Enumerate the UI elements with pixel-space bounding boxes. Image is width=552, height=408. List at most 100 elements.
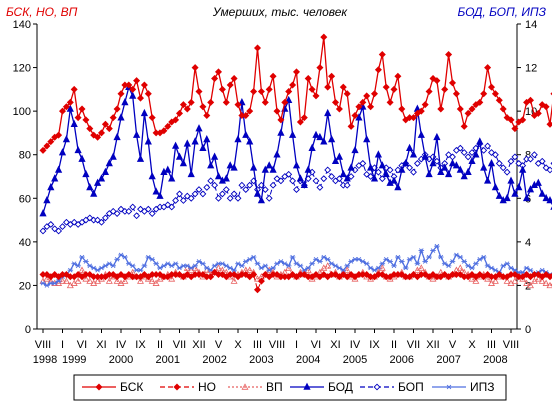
data-point: [226, 161, 234, 169]
data-point: [250, 88, 258, 96]
x-month-label: IV: [350, 339, 361, 351]
data-point: [418, 248, 425, 253]
data-point: [136, 94, 145, 102]
data-point: [191, 64, 199, 72]
data-point: [495, 191, 503, 199]
data-point: [483, 176, 492, 184]
data-point: [405, 143, 414, 151]
data-point: [292, 161, 301, 169]
data-point: [117, 271, 125, 279]
data-point: [438, 254, 444, 260]
data-point: [511, 125, 519, 133]
x-month-label: IV: [116, 339, 127, 351]
data-point: [312, 92, 320, 100]
data-point: [324, 108, 332, 117]
x-year-label: 2005: [343, 354, 367, 366]
data-point: [507, 116, 515, 124]
data-point: [422, 259, 428, 264]
data-point: [421, 101, 429, 109]
data-point: [78, 105, 86, 113]
data-point: [39, 227, 47, 235]
data-point: [51, 280, 58, 286]
data-point: [534, 109, 542, 117]
data-point: [176, 190, 183, 198]
data-point: [371, 267, 378, 273]
right-tick-label: 0: [525, 324, 531, 336]
data-point: [152, 279, 160, 286]
data-point: [523, 279, 531, 286]
data-point: [183, 139, 191, 147]
data-point: [296, 174, 305, 182]
x-year-label: 2000: [109, 354, 133, 366]
data-point: [335, 175, 343, 183]
data-point: [74, 277, 82, 284]
data-point: [507, 176, 515, 184]
data-point: [86, 277, 94, 284]
x-year-label: 2003: [249, 354, 273, 366]
data-point: [140, 271, 148, 279]
data-point: [253, 189, 262, 197]
data-point: [386, 166, 394, 174]
data-point: [308, 143, 316, 151]
data-point: [285, 170, 293, 178]
data-point: [179, 197, 187, 204]
data-point: [230, 277, 238, 284]
data-point: [62, 271, 70, 279]
data-point: [335, 152, 344, 160]
legend-label: БОД: [328, 380, 353, 394]
x-year-label: 2002: [202, 354, 226, 366]
data-point: [227, 265, 233, 271]
data-point: [453, 252, 460, 258]
data-point: [339, 83, 347, 91]
data-point: [378, 271, 386, 279]
data-point: [98, 218, 105, 226]
data-point: [468, 105, 476, 113]
data-point: [300, 271, 308, 279]
data-point: [316, 132, 324, 141]
data-point: [222, 98, 230, 106]
data-point: [480, 90, 488, 98]
data-point: [429, 271, 437, 279]
data-point: [433, 132, 441, 141]
x-year-label: 2008: [483, 354, 507, 366]
data-point: [239, 263, 245, 269]
data-point: [207, 273, 215, 281]
data-point: [160, 127, 168, 135]
data-point: [113, 105, 121, 113]
x-month-label: VIII: [35, 339, 52, 351]
data-point: [417, 264, 425, 271]
data-point: [492, 267, 499, 273]
data-point: [109, 114, 117, 122]
data-point: [316, 183, 324, 191]
data-point: [82, 275, 90, 282]
data-point: [273, 150, 281, 158]
data-point: [538, 277, 546, 284]
x-month-label: X: [468, 339, 476, 351]
data-point: [410, 254, 417, 260]
data-point: [75, 263, 81, 269]
data-point: [327, 135, 336, 143]
data-point: [460, 149, 468, 156]
data-point: [335, 105, 343, 113]
data-point: [164, 165, 172, 173]
data-point: [55, 278, 62, 284]
right-tick-label: 14: [525, 19, 537, 31]
data-point: [175, 271, 184, 279]
x-month-label: VII: [407, 339, 420, 351]
data-point: [375, 265, 382, 271]
legend-label: БСК: [120, 380, 143, 394]
data-point: [273, 107, 281, 115]
data-point: [277, 177, 285, 185]
x-month-label: XII: [192, 339, 205, 351]
data-point: [444, 169, 453, 178]
data-point: [242, 186, 250, 194]
data-point: [86, 271, 94, 279]
data-point: [59, 223, 66, 231]
data-point: [148, 172, 156, 180]
data-point: [382, 83, 390, 91]
data-point: [359, 98, 367, 106]
data-point: [472, 150, 480, 158]
data-point: [242, 271, 250, 279]
legend-label: БОП: [398, 380, 424, 394]
data-point: [230, 271, 238, 279]
